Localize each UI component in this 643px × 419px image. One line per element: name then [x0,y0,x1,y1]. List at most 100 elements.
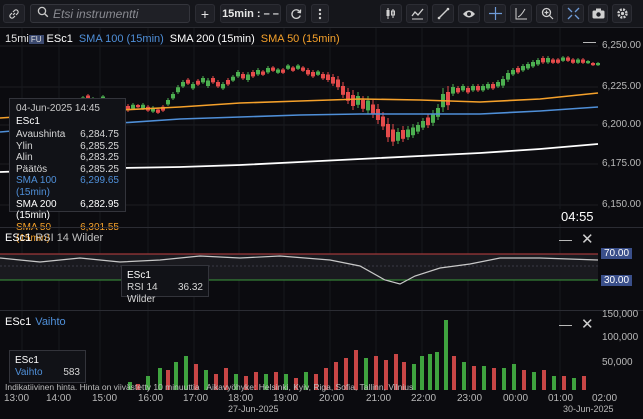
volume-bar [512,364,516,390]
candle-body [466,88,470,93]
volume-bar [158,368,162,390]
volume-bar [166,370,170,390]
candle-body [391,129,395,142]
minimize-main-button[interactable]: — [583,34,596,49]
candle-body [336,79,340,88]
volume-bar [136,384,140,390]
tooltip-date: 04-Jun-2025 14:45 [16,103,100,114]
candle-body [596,63,600,66]
candle-body [246,74,250,80]
axis-scale-button[interactable] [510,4,532,23]
volume-bar [572,378,576,390]
more-button[interactable] [311,4,329,23]
sma100-legend[interactable]: SMA 100 (15min) [78,33,164,45]
volume-bar [522,370,526,390]
time-tick: 17:00 [183,393,209,404]
tooltip-symbol: ESc1 [16,116,40,127]
candle-body [331,77,335,84]
interval-selector[interactable]: 15min : – – [220,4,281,23]
interval-label: 15mi [5,33,29,45]
rsi-tooltip: ESc1 RSI 14 Wilder 36.32 [121,265,209,305]
volume-bar [294,378,298,390]
candle-body [141,104,145,109]
symbol-label[interactable]: ESc1 [46,33,73,45]
volume-bar [492,368,496,390]
time-tick: 00:00 [503,393,529,404]
delay-disclaimer: Indikatiivinen hinta. Hinta on viivästet… [5,382,414,392]
rsi-label[interactable]: RSI 14 Wilder [35,232,104,244]
candle-body [416,125,420,132]
close-rsi-button[interactable]: ✕ [581,231,594,248]
time-tick: 18:00 [228,393,254,404]
price-tick: 6,200.00 [602,119,641,130]
candle-body [511,70,515,75]
panel-divider[interactable] [0,227,643,228]
candle-body [316,71,320,75]
candle-body [296,65,300,69]
candle-body [136,105,140,108]
candle-body [366,100,370,111]
volume-bar [562,376,566,390]
candle-body [576,59,580,63]
link-icon[interactable] [3,4,25,23]
add-button[interactable]: + [195,4,215,23]
settings-button[interactable] [612,4,632,23]
volume-bar [435,352,439,390]
zoom-button[interactable] [536,4,558,23]
indicators-icon [410,7,424,20]
visibility-button[interactable] [458,4,480,23]
candle-body [231,76,235,81]
volume-bar [452,356,456,390]
indicators-button[interactable] [406,4,428,23]
volume-tick: 150,000 [602,309,639,320]
draw-line-button[interactable] [432,4,454,23]
candle-body [571,59,575,63]
close-volume-button[interactable]: ✕ [581,316,594,333]
date-tick: 27-Jun-2025 [228,404,279,414]
snapshot-button[interactable] [588,4,608,23]
volume-bar [314,374,318,390]
settings-icon [616,7,629,20]
candle-body [586,61,590,64]
volume-bar [184,356,188,390]
sma200-legend[interactable]: SMA 200 (15min) [169,33,255,45]
volume-bar [384,360,388,390]
candle-body [461,86,465,91]
fullscreen-button[interactable] [562,4,584,23]
candle-body [581,59,585,63]
volume-bar [254,372,258,390]
chart-type-button[interactable] [380,4,402,23]
volume-bar [582,376,586,390]
search-input[interactable] [49,6,183,21]
main-legend: 15mi FU ESc1 SMA 100 (15min) SMA 200 (15min)… [5,33,340,45]
instrument-search[interactable] [30,4,190,23]
candle-body [451,87,455,94]
candle-body [491,84,495,89]
more-vertical-icon [318,8,322,20]
candle-body [326,74,330,80]
volume-bar [374,356,378,390]
volume-bar [472,366,476,390]
time-tick: 20:00 [319,393,345,404]
volume-bar [344,358,348,390]
volume-bar [354,350,358,390]
panel-divider[interactable] [0,310,643,311]
candle-body [176,87,180,93]
candle-body [126,106,130,111]
volume-bar [194,364,198,390]
tooltip-row-open: Avaushinta 6,284.75 [16,129,119,140]
volume-label[interactable]: Vaihto [35,316,66,328]
candle-body [421,121,425,128]
refresh-button[interactable] [286,4,306,23]
time-axis[interactable]: 13:00 14:00 15:00 16:00 17:00 18:00 19:00 20:00… [0,391,617,419]
sma50-legend[interactable]: SMA 50 (15min) [260,33,340,45]
candle-body [406,129,410,138]
crosshair-button[interactable] [484,4,506,23]
add-icon: + [200,5,210,22]
candle-body [186,79,190,84]
ohlc-tooltip: 04-Jun-2025 14:45 ESc1 Avaushinta 6,284.7… [9,98,126,244]
minimize-rsi-button[interactable]: — [559,232,572,247]
minimize-volume-button[interactable]: — [559,317,572,332]
volume-tooltip: ESc1 Vaihto 583 [9,350,86,383]
candle-body [216,82,220,87]
